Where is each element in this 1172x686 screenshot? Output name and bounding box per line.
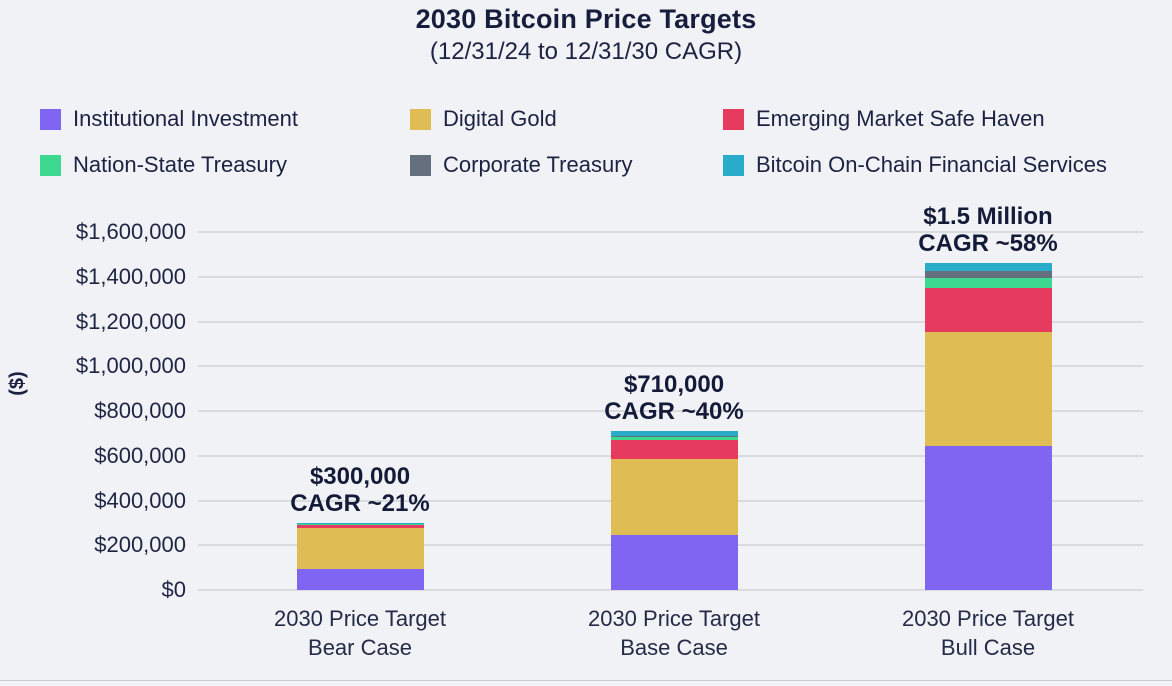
gridline — [198, 231, 1143, 233]
bar-group: $710,000 CAGR ~40% — [579, 371, 769, 590]
bar-segment-institutional-investment — [924, 445, 1052, 590]
legend-item-institutional-investment: Institutional Investment — [40, 106, 410, 132]
legend-label: Institutional Investment — [73, 106, 299, 131]
y-tick-label: $600,000 — [94, 442, 186, 468]
page-title: 2030 Bitcoin Price Targets — [415, 4, 757, 34]
x-tick-label: 2030 Price Target Bull Case — [848, 604, 1128, 662]
x-axis-labels: 2030 Price Target Bear Case 2030 Price Tar… — [198, 604, 1143, 668]
x-tick-line2: Bull Case — [940, 635, 1036, 660]
x-tick-line1: 2030 Price Target — [587, 606, 761, 631]
x-tick-line1: 2030 Price Target — [273, 606, 447, 631]
legend-swatch — [723, 108, 744, 130]
bar-segment-digital-gold — [610, 459, 738, 536]
bar-segment-nation-state-treasury — [610, 436, 738, 441]
legend-swatch — [40, 108, 61, 130]
gridline — [198, 320, 1143, 323]
legend-label: Nation-State Treasury — [73, 152, 287, 177]
legend-item-nation-state-treasury: Nation-State Treasury — [40, 152, 410, 178]
bar-annotation: $1.5 Million CAGR ~58% — [918, 203, 1057, 257]
gridline — [198, 275, 1143, 278]
bar-segment-bitcoin-on-chain-financial-services — [296, 522, 424, 525]
legend-label: Emerging Market Safe Haven — [756, 106, 1045, 131]
bar-segment-institutional-investment — [610, 535, 738, 590]
bar-segment-corporate-treasury — [924, 270, 1052, 278]
legend-swatch — [410, 154, 431, 176]
annotation-cagr: CAGR ~21% — [290, 489, 430, 517]
legend-label: Bitcoin On-Chain Financial Services — [756, 152, 1107, 177]
bar-segment-digital-gold — [296, 528, 424, 569]
annotation-value: $300,000 — [309, 462, 411, 490]
legend-swatch — [410, 108, 431, 130]
plot-area: $300,000 CAGR ~21% $710,000 CAGR ~40% $1.5 M… — [198, 203, 1143, 591]
y-axis-ticks: $0 $200,000 $400,000 $600,000 $800,000 $1,000… — [0, 219, 186, 602]
legend-label: Corporate Treasury — [443, 152, 633, 177]
bar-segment-digital-gold — [924, 331, 1052, 446]
bar-segment-institutional-investment — [296, 568, 424, 590]
bar-segment-bitcoin-on-chain-financial-services — [610, 431, 738, 436]
title-block: 2030 Bitcoin Price Targets (12/31/24 to … — [0, 4, 1172, 66]
y-tick-label: $0 — [161, 577, 186, 602]
bar-segment-bitcoin-on-chain-financial-services — [924, 263, 1052, 271]
y-tick-label: $1,400,000 — [75, 263, 186, 289]
bar-segment-nation-state-treasury — [924, 277, 1052, 288]
y-tick-label: $200,000 — [94, 532, 186, 558]
y-tick-label: $800,000 — [94, 398, 186, 423]
bar — [296, 522, 424, 590]
legend-item-bitcoin-on-chain-financial-services: Bitcoin On-Chain Financial Services — [723, 152, 1162, 178]
y-tick-label: $1,600,000 — [75, 219, 186, 244]
gridline — [198, 589, 1143, 591]
x-tick-label: 2030 Price Target Base Case — [534, 604, 814, 662]
x-tick-label: 2030 Price Target Bear Case — [220, 604, 500, 662]
bar-annotation: $710,000 CAGR ~40% — [604, 371, 743, 425]
bar-annotation: $300,000 CAGR ~21% — [290, 463, 429, 517]
page-subtitle: (12/31/24 to 12/31/30 CAGR) — [429, 38, 743, 65]
legend-item-corporate-treasury: Corporate Treasury — [410, 152, 723, 178]
legend: Institutional Investment Digital Gold Emer… — [40, 106, 1162, 178]
bar — [610, 431, 738, 590]
legend-item-emerging-market-safe-haven: Emerging Market Safe Haven — [723, 106, 1162, 132]
y-tick-label: $1,000,000 — [75, 353, 186, 379]
bar-group: $300,000 CAGR ~21% — [265, 463, 455, 590]
legend-item-digital-gold: Digital Gold — [410, 106, 723, 132]
annotation-cagr: CAGR ~58% — [918, 230, 1058, 258]
annotation-cagr: CAGR ~40% — [604, 398, 744, 426]
bar-group: $1.5 Million CAGR ~58% — [893, 203, 1083, 590]
bar-segment-emerging-market-safe-haven — [296, 524, 424, 529]
y-tick-label: $400,000 — [94, 487, 186, 513]
bar-segment-emerging-market-safe-haven — [610, 440, 738, 460]
bar-segment-corporate-treasury — [610, 435, 738, 437]
annotation-value: $1.5 Million — [923, 203, 1053, 231]
x-tick-line2: Base Case — [620, 635, 728, 660]
annotation-value: $710,000 — [623, 371, 725, 399]
gridline — [198, 365, 1143, 368]
y-tick-label: $1,200,000 — [75, 308, 186, 334]
legend-swatch — [40, 154, 61, 176]
bar-segment-emerging-market-safe-haven — [924, 287, 1052, 332]
legend-swatch — [723, 154, 744, 176]
x-tick-line1: 2030 Price Target — [901, 606, 1075, 631]
bar — [924, 263, 1052, 590]
x-tick-line2: Bear Case — [308, 635, 412, 660]
gridline — [198, 410, 1143, 412]
legend-label: Digital Gold — [443, 106, 557, 131]
bottom-divider — [0, 680, 1172, 681]
